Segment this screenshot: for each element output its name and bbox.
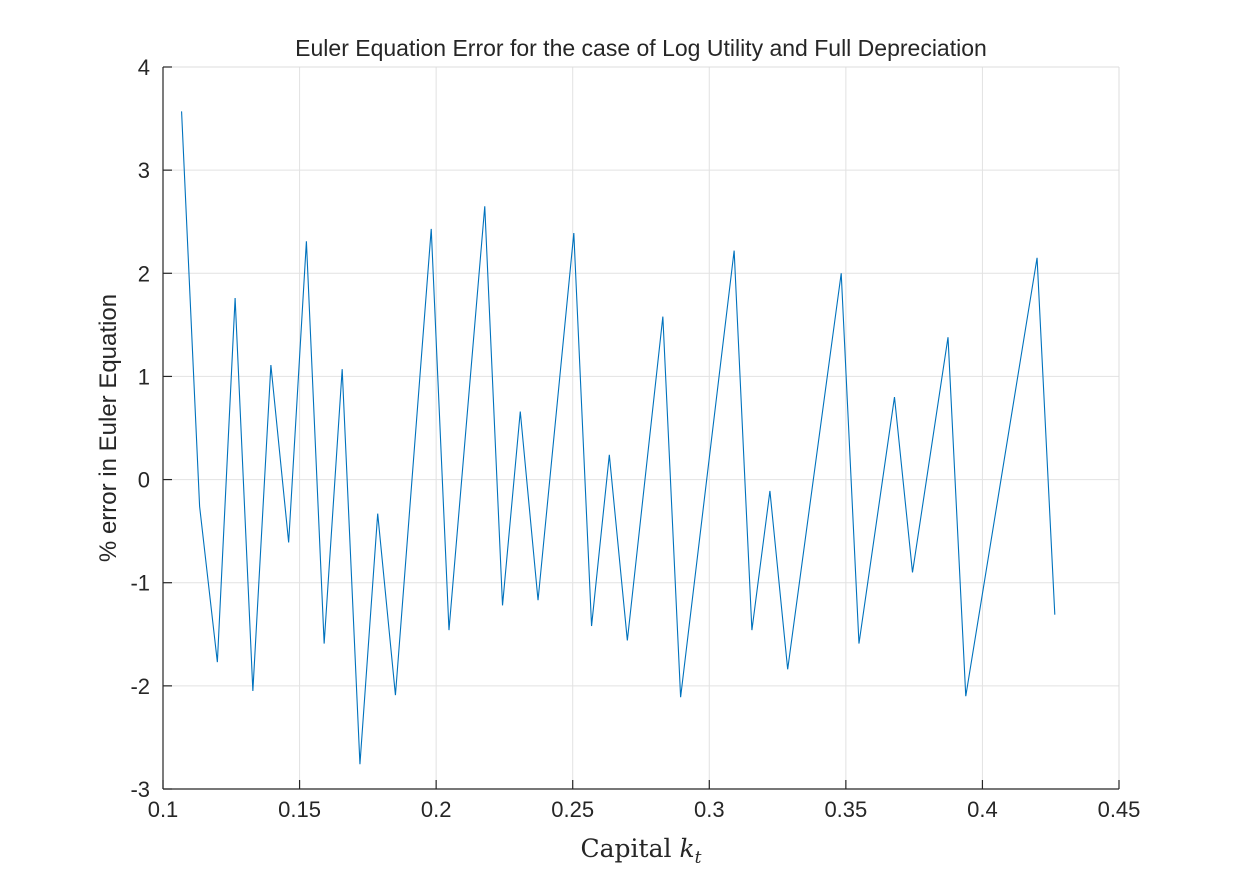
y-tick-label: 4 xyxy=(138,55,150,80)
y-tick-labels: -3 -2 -1 0 1 2 3 4 xyxy=(130,55,150,802)
tick-marks xyxy=(162,66,1120,790)
x-tick-label: 0.15 xyxy=(278,797,321,822)
x-tick-label: 0.35 xyxy=(824,797,867,822)
x-tick-label: 0.25 xyxy=(551,797,594,822)
y-tick-label: -2 xyxy=(130,674,150,699)
series-line xyxy=(181,111,1056,765)
y-tick-label: -1 xyxy=(130,571,150,596)
x-axis-label-word: Capital xyxy=(581,834,672,863)
x-axis-label-var: k xyxy=(679,834,694,863)
y-tick-label: 1 xyxy=(138,364,150,389)
grid xyxy=(162,66,1120,790)
y-axis-label: % error in Euler Equation xyxy=(95,294,122,562)
plot-area xyxy=(163,67,1119,789)
x-tick-label: 0.4 xyxy=(967,797,998,822)
x-tick-label: 0.3 xyxy=(694,797,725,822)
y-tick-label: 3 xyxy=(138,158,150,183)
y-tick-label: 0 xyxy=(138,468,150,493)
x-tick-label: 0.2 xyxy=(421,797,452,822)
series xyxy=(181,111,1056,765)
axes xyxy=(162,66,1120,790)
chart-title: Euler Equation Error for the case of Log… xyxy=(295,35,987,61)
x-tick-label: 0.1 xyxy=(148,797,179,822)
x-tick-label: 0.45 xyxy=(1098,797,1141,822)
x-axis-label: Capital kt xyxy=(581,834,702,868)
x-axis-label-sub: t xyxy=(695,848,702,868)
x-tick-labels: 0.1 0.15 0.2 0.25 0.3 0.35 0.4 0.45 xyxy=(148,797,1141,822)
y-tick-label: 2 xyxy=(138,261,150,286)
y-tick-label: -3 xyxy=(130,777,150,802)
